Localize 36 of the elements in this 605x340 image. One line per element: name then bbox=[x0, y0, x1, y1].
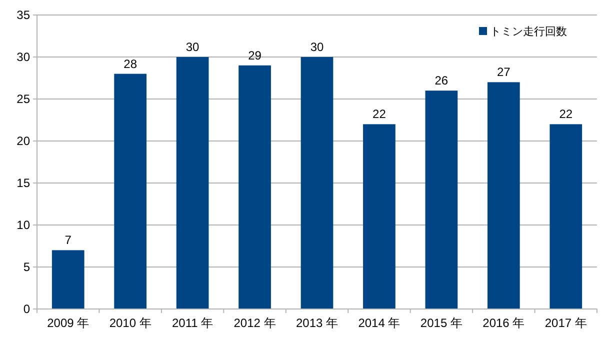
data-label: 29 bbox=[248, 48, 262, 62]
x-tick-label: 2013 年 bbox=[296, 316, 338, 330]
data-label: 28 bbox=[124, 56, 138, 71]
bar bbox=[300, 57, 334, 309]
bar bbox=[425, 90, 458, 309]
x-tick-label: 2014 年 bbox=[358, 316, 400, 330]
y-tick-label: 10 bbox=[16, 218, 30, 232]
data-label: 22 bbox=[559, 107, 573, 122]
x-tick-label: 2017 年 bbox=[544, 316, 587, 330]
data-label: 7 bbox=[64, 233, 72, 248]
bar bbox=[363, 124, 396, 309]
bar bbox=[238, 65, 271, 309]
y-tick-label: 25 bbox=[16, 92, 30, 106]
bar bbox=[487, 82, 520, 309]
y-tick-label: 20 bbox=[16, 134, 30, 148]
x-tick-label: 2009 年 bbox=[47, 316, 90, 330]
x-tick-label: 2012 年 bbox=[234, 316, 276, 330]
data-label: 30 bbox=[310, 40, 324, 54]
data-label: 22 bbox=[372, 107, 386, 122]
bar bbox=[176, 57, 209, 309]
x-tick-label: 2010 年 bbox=[109, 316, 152, 330]
data-label: 26 bbox=[434, 74, 448, 88]
x-tick-label: 2015 年 bbox=[420, 316, 462, 330]
bar bbox=[114, 74, 147, 309]
y-tick-label: 30 bbox=[16, 50, 30, 64]
bar bbox=[52, 250, 84, 309]
legend-label: トミン走行回数 bbox=[490, 25, 567, 38]
x-tick-label: 2016 年 bbox=[482, 316, 525, 330]
y-tick-label: 5 bbox=[23, 260, 30, 274]
data-label: 27 bbox=[496, 65, 511, 80]
data-label: 30 bbox=[186, 40, 200, 54]
y-tick-label: 15 bbox=[16, 176, 30, 190]
bar bbox=[550, 124, 582, 309]
y-tick-label: 35 bbox=[16, 8, 30, 22]
x-tick-label: 2011 年 bbox=[172, 316, 214, 330]
y-tick-label: 0 bbox=[23, 302, 30, 316]
